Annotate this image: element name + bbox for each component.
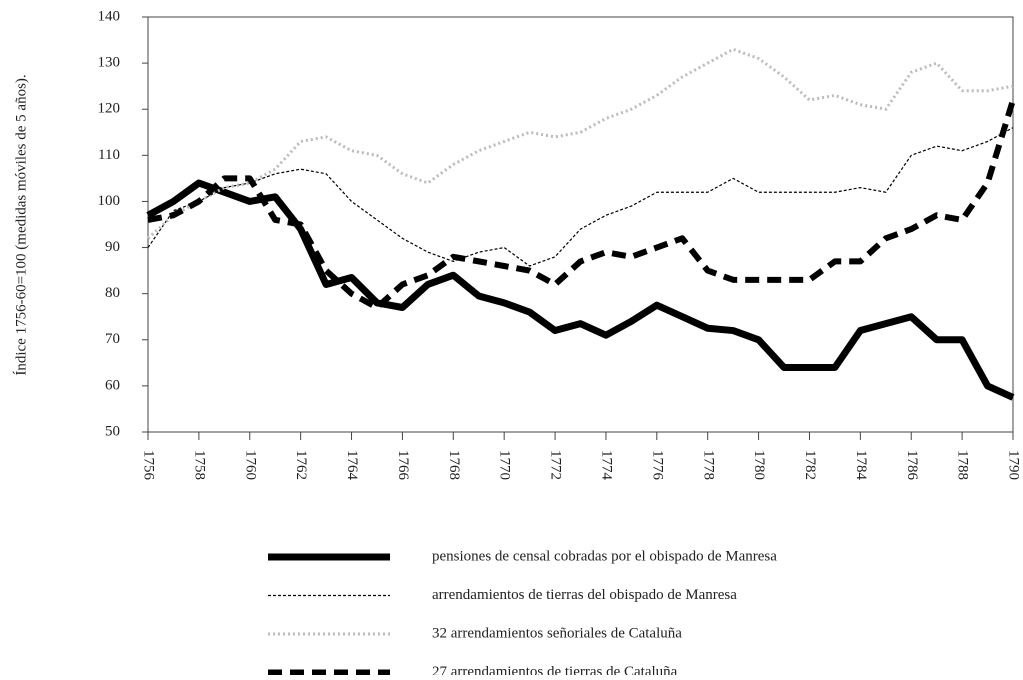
- x-tick-label: 1770: [497, 450, 513, 480]
- x-tick-label: 1756: [141, 450, 157, 481]
- x-tick-label: 1760: [242, 450, 258, 480]
- x-tick-label: 1758: [191, 450, 207, 480]
- series-line: [147, 99, 1016, 311]
- y-tick-label: 80: [105, 285, 120, 301]
- legend-label: 27 arrendamientos de tierras de Cataluña: [432, 664, 678, 675]
- y-tick-label: 130: [98, 55, 121, 71]
- y-tick-label: 50: [105, 423, 120, 439]
- y-tick-label: 60: [105, 377, 120, 393]
- x-tick-label: 1782: [802, 450, 818, 480]
- x-tick-label: 1780: [751, 450, 767, 480]
- legend-label: pensiones de censal cobradas por el obis…: [432, 548, 777, 564]
- plot-frame: [147, 16, 1014, 433]
- y-tick-label: 120: [98, 101, 121, 117]
- y-axis-label: Índice 1756-60=100 (medidas móviles de 5…: [12, 74, 29, 375]
- x-tick-label: 1784: [853, 450, 869, 481]
- x-tick-label: 1788: [955, 450, 971, 480]
- series-line: [146, 179, 1015, 401]
- x-tick-label: 1772: [548, 450, 564, 480]
- series-line: [147, 127, 1014, 267]
- x-tick-label: 1790: [1006, 450, 1022, 480]
- y-tick-label: 140: [98, 8, 121, 24]
- x-tick-label: 1774: [599, 450, 615, 481]
- x-tick-label: 1776: [649, 450, 665, 481]
- legend-label: 32 arrendamientos señoriales de Cataluña: [432, 625, 682, 641]
- y-tick-label: 90: [105, 239, 120, 255]
- legend-label: arrendamientos de tierras del obispado d…: [432, 587, 737, 603]
- series-line: [146, 47, 1014, 240]
- x-tick-label: 1778: [700, 450, 716, 480]
- y-tick-label: 110: [98, 147, 120, 163]
- x-tick-label: 1786: [904, 450, 920, 481]
- x-tick-label: 1762: [293, 450, 309, 480]
- x-tick-label: 1764: [344, 450, 360, 481]
- y-tick-label: 70: [105, 331, 120, 347]
- x-tick-label: 1768: [446, 450, 462, 480]
- x-tick-label: 1766: [395, 450, 411, 481]
- y-tick-label: 100: [98, 193, 121, 209]
